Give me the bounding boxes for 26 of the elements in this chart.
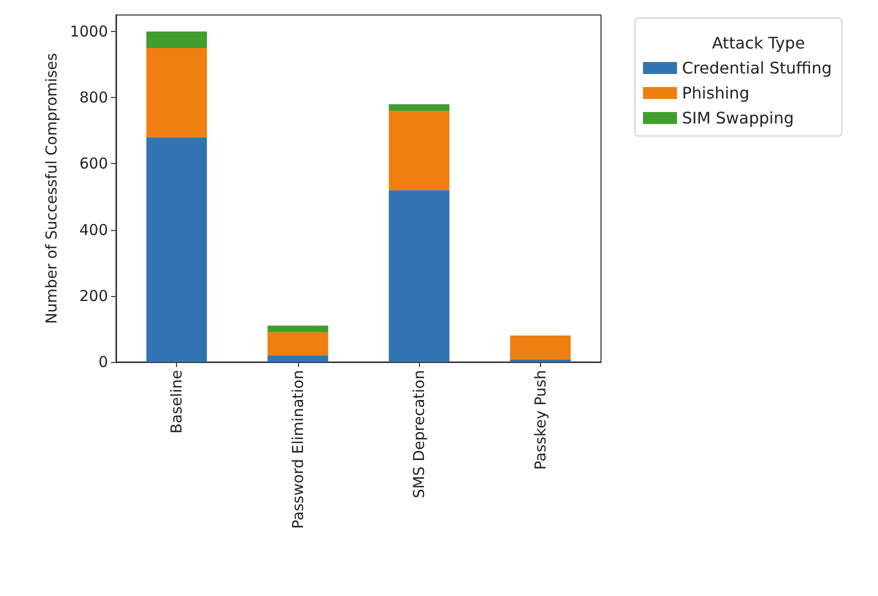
x-tick-label: SMS Deprecation: [410, 370, 428, 498]
x-tick-label: Baseline: [168, 370, 186, 434]
bar: [146, 32, 207, 48]
x-tick-label: Password Elimination: [288, 370, 307, 529]
bar: [388, 104, 450, 111]
bar: [510, 336, 571, 360]
y-axis-title: Number of Successful Compromises: [42, 52, 60, 324]
bar: [146, 48, 207, 138]
y-tick-label: 400: [79, 220, 108, 239]
bar: [510, 359, 571, 362]
bar: [268, 355, 328, 362]
y-tick-label: 600: [79, 154, 108, 173]
y-tick-label: 0: [98, 353, 108, 371]
bar: [268, 332, 328, 356]
legend-title: Attack Type: [712, 34, 805, 52]
bar: [388, 110, 450, 190]
bar: [388, 190, 450, 362]
legend-label: Phishing: [682, 84, 750, 102]
legend-label: SIM Swapping: [682, 108, 794, 128]
legend-label: Credential Stuffing: [682, 58, 832, 78]
y-tick-label: 200: [79, 286, 108, 305]
y-tick-label: 800: [79, 88, 108, 107]
x-tick-label: Passkey Push: [531, 370, 550, 470]
y-tick-label: 1000: [70, 22, 108, 41]
bar: [268, 326, 328, 332]
bar: [146, 137, 207, 362]
